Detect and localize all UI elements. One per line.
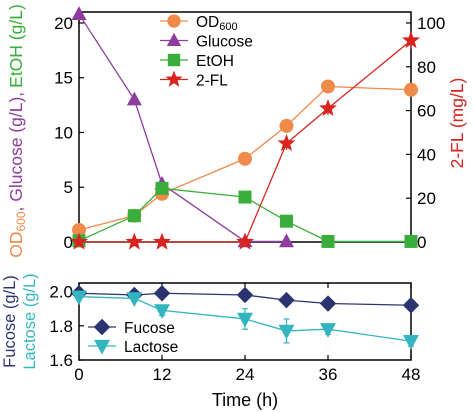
right-y-axis-label: 2-FL (mg/L) <box>447 78 467 169</box>
legend-label: Glucose <box>196 34 253 51</box>
bottom-y-label-lactose: Lactose (g/L) <box>21 273 39 369</box>
right-y-tick-label: 40 <box>417 145 436 164</box>
legend-label-text: 2-FL <box>196 73 228 90</box>
data-point <box>402 297 420 314</box>
legend-label: EtOH <box>196 53 234 70</box>
legend-label: OD600 <box>196 14 238 33</box>
legend-label-text: OD <box>196 14 219 31</box>
data-point <box>236 286 254 304</box>
x-tick-label: 36 <box>319 365 338 384</box>
data-point <box>321 79 335 94</box>
data-point <box>126 91 142 106</box>
legend-marker <box>167 14 181 28</box>
data-point <box>126 292 143 307</box>
data-point <box>280 214 293 228</box>
legend-marker <box>165 70 183 87</box>
x-tick-label: 0 <box>74 365 83 384</box>
right-y-tick-label: 100 <box>417 14 445 33</box>
data-point <box>321 234 335 248</box>
legend-marker <box>166 32 182 46</box>
left-y-label-od: OD <box>6 232 26 258</box>
legend-label-text: Glucose <box>196 34 253 51</box>
data-point <box>402 31 420 49</box>
right-y-tick-label: 80 <box>417 58 436 77</box>
x-tick-label: 24 <box>236 365 255 384</box>
data-point <box>237 312 253 328</box>
data-point <box>125 232 144 250</box>
data-point <box>70 232 88 250</box>
data-point <box>319 295 337 312</box>
bottom-y-tick-label: 1.8 <box>49 317 73 336</box>
data-point <box>403 335 419 350</box>
left-y-label-od-sub: 600 <box>14 211 28 231</box>
data-point <box>279 118 294 133</box>
left-y-tick-label: 5 <box>64 178 73 197</box>
data-point <box>153 232 171 250</box>
legend-marker <box>94 339 110 355</box>
data-point <box>155 181 169 195</box>
data-point <box>238 151 252 166</box>
left-y-axis-label: OD600, Glucose (g/L), EtOH (g/L) <box>6 4 28 258</box>
data-point <box>404 82 418 97</box>
data-point <box>127 209 141 223</box>
legend-label: Fucose <box>124 320 175 337</box>
data-point <box>404 234 418 248</box>
x-tick-label: 12 <box>153 365 172 384</box>
right-y-tick-label: 0 <box>417 233 426 252</box>
data-point <box>71 290 87 306</box>
legend-label: Lactose <box>124 339 178 356</box>
legend-marker <box>167 53 181 67</box>
data-point <box>320 323 336 338</box>
left-y-tick-label: 10 <box>54 123 73 142</box>
right-y-tick-label: 60 <box>417 102 436 121</box>
legend-label: 2-FL <box>196 73 228 90</box>
legend-label-text: EtOH <box>196 53 234 70</box>
data-point <box>277 133 296 152</box>
data-point <box>279 233 294 248</box>
left-y-label-glucose: , Glucose (g/L), <box>6 92 26 212</box>
data-point <box>154 304 170 319</box>
data-point <box>319 98 337 117</box>
left-y-label-etoh: EtOH (g/L) <box>6 4 26 88</box>
x-tick-label: 48 <box>402 365 421 384</box>
data-point <box>278 324 295 340</box>
left-y-tick-label: 20 <box>54 14 73 33</box>
x-axis-label: Time (h) <box>212 390 278 410</box>
series-line-glucose <box>78 13 287 243</box>
data-point <box>236 232 254 250</box>
data-point <box>278 291 295 309</box>
data-point <box>238 190 252 204</box>
data-point <box>153 285 171 302</box>
left-y-tick-label: 0 <box>64 233 73 252</box>
data-point <box>71 6 87 20</box>
bottom-y-tick-label: 2.0 <box>49 283 73 302</box>
left-y-tick-label: 15 <box>54 69 73 88</box>
legend-label-sub: 600 <box>219 21 237 33</box>
legend-marker <box>93 318 111 336</box>
bottom-y-label-fucose: Fucose (g/L) <box>1 275 19 368</box>
bottom-y-tick-label: 1.6 <box>49 351 73 370</box>
right-y-tick-label: 20 <box>417 189 436 208</box>
